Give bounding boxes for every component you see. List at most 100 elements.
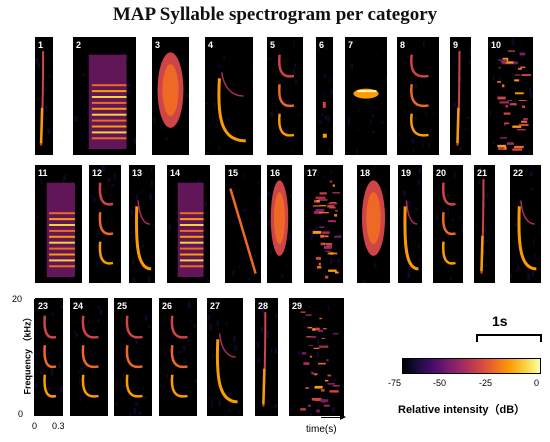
spectrogram-panel: 18 xyxy=(357,165,390,283)
spectrogram-image xyxy=(316,40,333,153)
panel-label: 28 xyxy=(258,301,269,311)
spectrogram-image xyxy=(168,178,209,283)
spectrogram-panel: 12 xyxy=(89,165,121,283)
panel-label: 16 xyxy=(270,168,281,178)
panel-label: 12 xyxy=(92,168,103,178)
colorbar xyxy=(402,358,541,374)
panel-label: 15 xyxy=(228,168,239,178)
colorbar-tick: -25 xyxy=(479,378,493,388)
x-tick-0: 0 xyxy=(32,421,38,431)
spectrogram-panel: 4 xyxy=(205,37,253,155)
panel-label: 25 xyxy=(117,301,128,311)
y-axis-label: Frequency （kHz） xyxy=(22,312,33,395)
spectrogram-panel: 29 xyxy=(289,298,344,416)
panel-label: 20 xyxy=(436,168,447,178)
spectrogram-panel: 20 xyxy=(433,165,463,283)
panel-label: 3 xyxy=(155,40,161,50)
time-arrow-head-icon xyxy=(340,414,346,420)
spectrogram-panel: 13 xyxy=(129,165,155,283)
panel-label: 8 xyxy=(400,40,406,50)
spectrogram-image xyxy=(229,173,261,280)
colorbar-tick: 0 xyxy=(534,378,540,388)
spectrogram-image xyxy=(474,165,495,274)
panel-label: 9 xyxy=(453,40,459,50)
spectrogram-panel: 24 xyxy=(70,298,108,416)
spectrogram-panel: 16 xyxy=(267,165,292,283)
spectrogram-image xyxy=(73,306,102,402)
spectrogram-image xyxy=(205,43,253,155)
panel-label: 11 xyxy=(38,168,48,178)
spectrogram-panel: 28 xyxy=(255,298,278,416)
spectrogram-image xyxy=(345,43,387,155)
spectrogram-image xyxy=(435,171,463,282)
spectrogram-image xyxy=(267,167,292,283)
panel-label: 7 xyxy=(348,40,354,50)
spectrogram-image xyxy=(398,168,422,278)
spectrogram-panel: 2 xyxy=(73,37,136,155)
spectrogram-panel: 22 xyxy=(510,165,541,283)
spectrogram-image xyxy=(398,41,434,153)
colorbar-tick: -75 xyxy=(388,378,402,388)
spectrogram-image xyxy=(453,37,471,151)
spectrogram-image xyxy=(130,166,155,283)
panel-label: 21 xyxy=(477,168,488,178)
spectrogram-panel: 5 xyxy=(267,37,303,155)
panel-label: 18 xyxy=(360,168,371,178)
panel-label: 6 xyxy=(319,40,325,50)
panel-label: 29 xyxy=(292,301,303,311)
spectrogram-panel: 14 xyxy=(167,165,210,283)
spectrogram-image xyxy=(153,52,189,155)
y-tick-top: 20 xyxy=(12,294,23,304)
spectrogram-image xyxy=(36,175,82,278)
spectrogram-panel: 9 xyxy=(450,37,471,155)
spectrogram-image xyxy=(166,302,197,398)
spectrogram-image xyxy=(256,298,278,409)
spectrogram-panel: 25 xyxy=(114,298,152,416)
panel-label: 13 xyxy=(132,168,143,178)
spectrogram-image xyxy=(115,315,152,416)
scalebar-label: 1s xyxy=(492,313,508,329)
spectrogram-image xyxy=(361,165,390,283)
spectrogram-image xyxy=(35,304,63,416)
spectrogram-panel: 3 xyxy=(152,37,189,155)
spectrogram-image xyxy=(91,165,116,283)
spectrogram-panel: 15 xyxy=(225,165,261,283)
y-axis-line xyxy=(34,299,35,415)
colorbar-tick: -50 xyxy=(433,378,447,388)
panel-label: 17 xyxy=(307,168,318,178)
spectrogram-panel: 6 xyxy=(316,37,333,155)
panel-label: 26 xyxy=(162,301,173,311)
x-tick-03: 0.3 xyxy=(52,421,65,431)
spectrogram-image xyxy=(291,304,344,416)
colorbar-label: Relative intensity（dB） xyxy=(398,404,526,416)
spectrogram-image xyxy=(510,165,541,283)
x-axis-line xyxy=(34,415,58,416)
panel-label: 5 xyxy=(270,40,276,50)
spectrogram-panel: 26 xyxy=(159,298,197,416)
panel-label: 4 xyxy=(208,40,214,50)
time-arrow xyxy=(321,417,343,418)
panel-label: 2 xyxy=(76,40,82,50)
figure-title: MAP Syllable spectrogram per category xyxy=(112,4,438,25)
spectrogram-image xyxy=(74,52,136,150)
panel-label: 24 xyxy=(73,301,84,311)
spectrogram-panel: 19 xyxy=(398,165,422,283)
y-tick-bottom: 0 xyxy=(18,409,24,419)
panel-label: 10 xyxy=(491,40,502,50)
spectrogram-panel: 8 xyxy=(397,37,439,155)
time-label: time(s) xyxy=(306,424,337,435)
panel-label: 14 xyxy=(170,168,181,178)
spectrogram-panel: 10 xyxy=(488,37,533,155)
spectrogram-panel: 21 xyxy=(474,165,495,283)
spectrogram-panel: 27 xyxy=(207,298,243,416)
panel-label: 22 xyxy=(513,168,524,178)
panel-label: 23 xyxy=(38,301,49,311)
spectrogram-image xyxy=(268,40,301,151)
scalebar-tick-left xyxy=(476,334,478,342)
spectrogram-panel: 11 xyxy=(35,165,82,283)
spectrogram-image xyxy=(489,38,533,155)
spectrogram-image xyxy=(35,38,53,146)
panel-label: 27 xyxy=(210,301,221,311)
spectrogram-panel: 7 xyxy=(345,37,387,155)
spectrogram-panel: 23 xyxy=(35,298,63,416)
